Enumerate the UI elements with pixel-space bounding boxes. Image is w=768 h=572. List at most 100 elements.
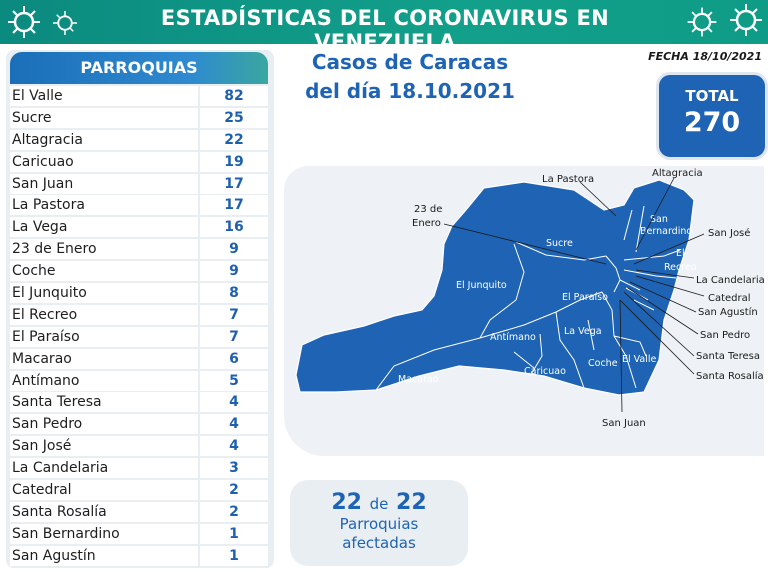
parroquia-cases: 7: [229, 328, 239, 345]
parroquia-name: San Agustín: [10, 545, 200, 566]
parroquia-name: Sucre: [10, 107, 200, 128]
parroquia-cases: 19: [224, 153, 244, 170]
label-san-jose: San José: [708, 227, 750, 239]
table-row: San Bernardino 1: [10, 523, 268, 544]
parroquia-cases: 25: [224, 109, 244, 126]
map-shape: [295, 179, 695, 396]
label-la-pastora: La Pastora: [542, 174, 594, 185]
parroquia-name: El Junquito: [10, 283, 200, 304]
parroquia-name: Antímano: [10, 370, 200, 391]
label-el-valle: El Valle: [622, 354, 657, 365]
table-row: Altagracia 22: [10, 129, 268, 150]
table-row: San Agustín 1: [10, 545, 268, 566]
label-23-enero-1: 23 de: [414, 204, 442, 215]
table-row: Santa Rosalía 2: [10, 501, 268, 522]
table-row: Catedral 2: [10, 480, 268, 501]
parroquia-cases: 9: [229, 263, 239, 280]
table-row: La Pastora 17: [10, 195, 268, 216]
total-value: 270: [683, 107, 741, 138]
date-label: FECHA 18/10/2021: [648, 50, 762, 63]
casos-title: Casos de Caracas del día 18.10.2021: [290, 48, 530, 106]
caracas-map: Sucre El Junquito San Bernardino El Recr…: [295, 168, 764, 429]
parroquia-name: El Paraíso: [10, 326, 200, 347]
parroquia-cases: 16: [224, 219, 244, 236]
parroquia-cases: 9: [229, 241, 239, 258]
parroquia-name: Santa Rosalía: [10, 501, 200, 522]
parroquia-name: La Candelaria: [10, 458, 200, 479]
label-san-bernardino-2: Bernardino: [640, 226, 692, 237]
label-macarao: Macarao: [398, 374, 439, 385]
parroquia-cases: 82: [224, 88, 244, 104]
parroquia-name: San Juan: [10, 173, 200, 194]
parroquia-cases: 1: [229, 525, 239, 542]
parroquia-cases: 2: [229, 503, 239, 520]
label-santa-rosalia: Santa Rosalía: [696, 370, 764, 382]
parroquia-name: La Pastora: [10, 195, 200, 216]
label-catedral: Catedral: [708, 293, 751, 304]
table-row: El Junquito 8: [10, 283, 268, 304]
parroquia-name: San Bernardino: [10, 523, 200, 544]
label-santa-teresa: Santa Teresa: [696, 351, 760, 362]
label-san-juan: San Juan: [602, 418, 646, 429]
table-row: El Paraíso 7: [10, 326, 268, 347]
afectadas-total: 22: [396, 490, 427, 515]
parroquias-table: El Valle 82 Sucre 25 Altagracia 22 Caricuao 19 S…: [10, 86, 268, 568]
table-row: Caricuao 19: [10, 151, 268, 172]
table-row: Santa Teresa 4: [10, 392, 268, 413]
map-leader-lines: [443, 177, 705, 413]
label-altagracia: Altagracia: [652, 168, 703, 179]
table-row: Macarao 6: [10, 348, 268, 369]
parroquias-afectadas-card: 22 de 22 Parroquias afectadas: [290, 480, 468, 566]
table-row: La Candelaria 3: [10, 458, 268, 479]
label-coche: Coche: [588, 358, 618, 369]
parroquia-name: San Pedro: [10, 414, 200, 435]
afectadas-num: 22: [331, 490, 362, 515]
parroquia-name: El Recreo: [10, 304, 200, 325]
total-badge: TOTAL 270: [656, 72, 768, 160]
label-caricuao: Caricuao: [524, 366, 566, 377]
parroquia-cases: 17: [224, 175, 244, 192]
parroquia-cases: 4: [229, 416, 239, 433]
parroquia-name: El Valle: [10, 86, 200, 106]
afectadas-line1: Parroquias: [339, 515, 419, 533]
parroquias-header: PARROQUIAS: [10, 52, 268, 84]
table-row: San Pedro 4: [10, 414, 268, 435]
parroquia-cases: 6: [229, 350, 239, 367]
label-el-junquito: El Junquito: [456, 280, 507, 291]
parroquia-name: San José: [10, 436, 200, 457]
header-banner: ESTADÍSTICAS DEL CORONAVIRUS EN VENEZUEL…: [0, 0, 768, 54]
afectadas-line2: afectadas: [342, 534, 416, 552]
parroquia-cases: 5: [229, 372, 239, 389]
parroquia-name: 23 de Enero: [10, 239, 200, 260]
afectadas-count: 22 de 22: [290, 490, 468, 515]
parroquia-name: La Vega: [10, 217, 200, 238]
parroquia-name: Caricuao: [10, 151, 200, 172]
parroquia-name: Catedral: [10, 480, 200, 501]
parroquia-cases: 4: [229, 394, 239, 411]
label-el-recreo-1: El: [676, 248, 685, 259]
table-row: La Vega 16: [10, 217, 268, 238]
table-row: El Recreo 7: [10, 304, 268, 325]
parroquia-cases: 8: [229, 285, 239, 302]
table-row: San Juan 17: [10, 173, 268, 194]
parroquia-cases: 7: [229, 306, 239, 323]
table-row: El Valle 82: [10, 86, 268, 106]
parroquia-name: Santa Teresa: [10, 392, 200, 413]
virus-icon: [53, 11, 77, 35]
label-el-recreo-2: Recreo: [664, 262, 697, 273]
page-title: ESTADÍSTICAS DEL CORONAVIRUS EN VENEZUEL…: [160, 6, 610, 54]
table-row: Sucre 25: [10, 107, 268, 128]
parroquia-name: Altagracia: [10, 129, 200, 150]
table-row: Antímano 5: [10, 370, 268, 391]
label-san-bernardino-1: San: [650, 214, 668, 225]
virus-icon: [687, 7, 717, 37]
label-la-candelaria: La Candelaria: [696, 275, 764, 286]
parroquia-cases: 2: [229, 482, 239, 499]
label-23-enero-2: Enero: [412, 218, 441, 229]
virus-icon: [8, 6, 40, 38]
label-la-vega: La Vega: [564, 326, 602, 337]
parroquia-cases: 17: [224, 197, 244, 214]
label-antimano: Antímano: [490, 332, 536, 343]
label-sucre: Sucre: [546, 238, 573, 249]
total-label: TOTAL: [685, 87, 739, 105]
